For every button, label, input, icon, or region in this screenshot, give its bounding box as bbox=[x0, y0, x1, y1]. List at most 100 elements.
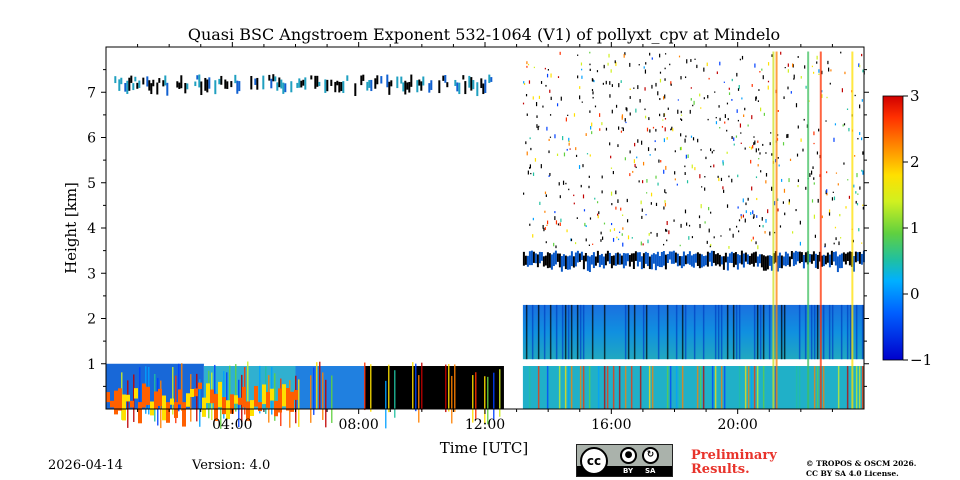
noise-point bbox=[585, 238, 587, 242]
cell-stripe bbox=[714, 304, 717, 360]
noise-point bbox=[548, 150, 550, 154]
cloud-cell bbox=[780, 255, 783, 269]
noise-point bbox=[629, 112, 631, 116]
noise-point bbox=[832, 191, 834, 193]
noise-point bbox=[588, 175, 590, 178]
x-tick-label: 20:00 bbox=[717, 417, 757, 433]
noise-point bbox=[693, 100, 695, 105]
noise-point bbox=[689, 109, 691, 114]
cloud-cell bbox=[402, 82, 405, 92]
noise-point bbox=[545, 241, 547, 244]
noise-point bbox=[654, 148, 656, 151]
noise-point bbox=[659, 71, 662, 74]
cloud-cell bbox=[796, 251, 799, 262]
noise-point bbox=[757, 148, 760, 151]
noise-point bbox=[627, 235, 630, 240]
noise-point bbox=[568, 140, 570, 143]
preliminary-notice: Preliminary Results. bbox=[691, 449, 777, 477]
copyright-notice: © TROPOS & OSCM 2026. CC BY SA 4.0 Licen… bbox=[806, 459, 916, 479]
noise-point bbox=[680, 133, 682, 137]
noise-point bbox=[739, 58, 741, 61]
noise-point bbox=[752, 236, 754, 240]
noise-point bbox=[601, 236, 604, 240]
noise-point bbox=[645, 62, 647, 65]
noise-point bbox=[548, 175, 550, 177]
noise-point bbox=[641, 140, 643, 145]
cloud-cell bbox=[528, 251, 531, 266]
noise-point bbox=[841, 88, 843, 93]
noise-point bbox=[736, 72, 738, 77]
noise-point bbox=[544, 227, 546, 230]
noise-point bbox=[750, 159, 752, 164]
noise-point bbox=[618, 231, 621, 233]
cc-license-badge[interactable]: cc ● ↻ BY SA bbox=[576, 444, 673, 477]
noise-point bbox=[610, 191, 613, 196]
noise-point bbox=[825, 120, 827, 122]
noise-point bbox=[771, 153, 773, 156]
cloud-cell bbox=[366, 81, 369, 91]
surface-cell bbox=[270, 388, 274, 401]
noise-point bbox=[726, 102, 729, 105]
noise-point bbox=[777, 110, 779, 112]
noise-point bbox=[862, 151, 864, 155]
noise-point bbox=[755, 176, 758, 179]
noise-point bbox=[556, 153, 559, 156]
noise-point bbox=[640, 241, 642, 246]
noise-point bbox=[648, 117, 650, 121]
noise-point bbox=[827, 60, 829, 65]
noise-point bbox=[783, 188, 786, 193]
noise-point bbox=[813, 177, 815, 180]
noise-point bbox=[762, 75, 764, 80]
cloud-cell bbox=[664, 254, 667, 270]
cloud-cell bbox=[490, 77, 493, 82]
noise-point bbox=[739, 123, 742, 128]
noise-point bbox=[862, 204, 864, 206]
noise-point bbox=[708, 77, 710, 80]
aerosol-fill bbox=[295, 366, 365, 409]
noise-point bbox=[686, 180, 689, 184]
cell-stripe bbox=[816, 304, 819, 360]
noise-point bbox=[858, 228, 860, 232]
colorbar bbox=[882, 95, 904, 361]
cell-stripe bbox=[627, 304, 630, 360]
noise-point bbox=[663, 138, 665, 143]
cloud-cell bbox=[532, 251, 535, 263]
cloud-cell bbox=[702, 256, 705, 267]
cloud-cell bbox=[668, 251, 671, 260]
noise-point bbox=[731, 178, 733, 183]
cloud-cell bbox=[376, 75, 379, 85]
cloud-cell bbox=[694, 253, 697, 263]
cloud-cell bbox=[362, 74, 365, 81]
noise-point bbox=[834, 123, 837, 126]
cell-stripe bbox=[214, 364, 216, 413]
cloud-cell bbox=[624, 253, 627, 266]
cloud-cell bbox=[226, 81, 229, 89]
cell-stripe bbox=[624, 304, 627, 360]
cloud-cell bbox=[816, 254, 819, 269]
cell-stripe bbox=[223, 371, 225, 419]
cloud-cell bbox=[270, 78, 273, 89]
cloud-cell bbox=[854, 251, 857, 263]
noise-point bbox=[648, 233, 650, 236]
cloud-cell bbox=[326, 79, 329, 92]
cloud-cell bbox=[148, 80, 151, 91]
noise-point bbox=[698, 215, 701, 219]
noise-point bbox=[767, 209, 769, 214]
cloud-cell bbox=[840, 253, 843, 269]
cloud-cell bbox=[442, 75, 445, 81]
cloud-cell bbox=[334, 81, 337, 93]
cloud-cell bbox=[546, 252, 549, 269]
cloud-cell bbox=[762, 255, 765, 271]
noise-point bbox=[655, 202, 658, 207]
noise-point bbox=[778, 164, 780, 167]
cloud-cell bbox=[560, 256, 563, 272]
cell-stripe bbox=[555, 304, 558, 360]
noise-point bbox=[646, 179, 648, 183]
noise-point bbox=[810, 170, 813, 175]
noise-point bbox=[848, 127, 850, 132]
cloud-cell bbox=[564, 255, 567, 270]
noise-point bbox=[680, 118, 682, 120]
cloud-cell bbox=[742, 253, 745, 268]
noise-point bbox=[665, 192, 667, 194]
cell-stripe bbox=[639, 366, 642, 409]
